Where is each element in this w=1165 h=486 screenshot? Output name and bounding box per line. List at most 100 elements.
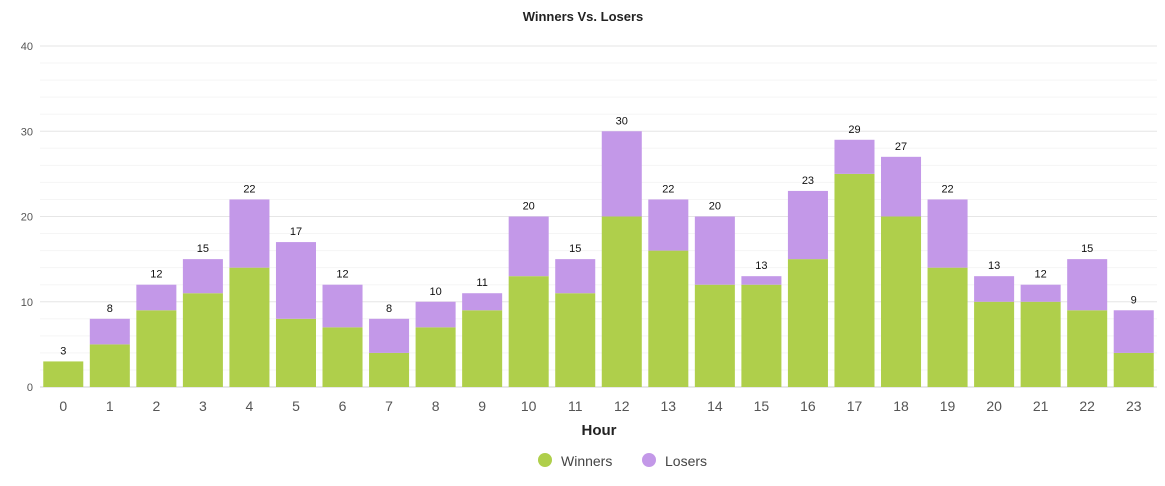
bar-winners-1[interactable] [89,344,130,387]
bar-losers-14[interactable] [694,216,735,285]
bar-winners-9[interactable] [462,310,503,387]
bar-winners-20[interactable] [974,301,1015,387]
y-tick-label: 0 [27,382,33,394]
data-label-total-3: 15 [197,243,209,255]
x-tick-label: 3 [199,398,207,414]
bar-winners-3[interactable] [182,293,223,387]
bar-losers-7[interactable] [369,318,410,353]
bar-losers-22[interactable] [1067,259,1108,311]
bar-losers-19[interactable] [927,199,968,268]
bar-winners-15[interactable] [741,284,782,387]
bar-winners-23[interactable] [1113,352,1154,387]
data-label-total-5: 17 [290,226,302,238]
legend-item-losers[interactable]: Losers [642,453,707,469]
bar-losers-6[interactable] [322,284,363,328]
x-tick-label: 9 [478,398,486,414]
x-tick-label: 23 [1126,398,1142,414]
x-tick-label: 2 [152,398,160,414]
legend-item-winners[interactable]: Winners [538,453,612,469]
x-axis: 0 1 2 3 4 5 6 7 8 9 10 11 12 13 14 15 16 17 18 19 20 21 22 23 [59,398,1141,414]
x-tick-label: 7 [385,398,393,414]
y-tick-label: 30 [21,126,33,138]
x-tick-label: 20 [986,398,1002,414]
bar-losers-10[interactable] [508,216,549,277]
bar-losers-21[interactable] [1020,284,1061,302]
y-axis: 0 10 20 30 40 [21,41,33,394]
bar-losers-2[interactable] [136,284,177,311]
x-axis-title: Hour [582,422,617,439]
data-label-total-8: 10 [429,286,441,298]
x-tick-label: 18 [893,398,909,414]
x-tick-label: 8 [432,398,440,414]
bar-winners-19[interactable] [927,267,968,387]
bar-winners-0[interactable] [43,361,84,387]
bar-losers-3[interactable] [182,259,223,294]
chart-title: Winners Vs. Losers [523,9,644,24]
data-label-total-15: 13 [755,260,767,272]
bar-losers-8[interactable] [415,301,456,328]
x-tick-label: 17 [847,398,863,414]
data-label-total-7: 8 [386,303,392,315]
data-label-total-1: 8 [107,303,113,315]
data-label-total-23: 9 [1131,294,1137,306]
x-tick-label: 12 [614,398,630,414]
bar-winners-8[interactable] [415,327,456,387]
bar-winners-7[interactable] [369,352,410,387]
data-label-total-21: 12 [1035,269,1047,281]
data-label-total-17: 29 [848,124,860,136]
bar-winners-18[interactable] [881,216,922,388]
x-tick-label: 5 [292,398,300,414]
bar-winners-4[interactable] [229,267,270,387]
x-tick-label: 14 [707,398,723,414]
x-tick-label: 4 [246,398,254,414]
bar-losers-4[interactable] [229,199,270,268]
y-tick-label: 10 [21,297,33,309]
legend-label-losers: Losers [665,453,707,469]
bar-losers-16[interactable] [787,190,828,260]
bar-losers-23[interactable] [1113,310,1154,353]
bar-winners-6[interactable] [322,327,363,387]
bar-losers-17[interactable] [834,139,875,174]
x-tick-label: 6 [339,398,347,414]
bars [43,131,1154,388]
bar-losers-11[interactable] [555,259,596,294]
bar-winners-5[interactable] [275,318,316,387]
legend: Winners Losers [538,453,707,469]
data-labels: 3 8 12 15 22 17 12 8 10 11 20 15 30 22 20 13 23 29 27 22 13 1… [60,115,1137,357]
bar-winners-17[interactable] [834,173,875,387]
data-label-total-12: 30 [616,115,628,127]
data-label-total-22: 15 [1081,243,1093,255]
bar-losers-18[interactable] [881,156,922,217]
bar-winners-10[interactable] [508,276,549,387]
bar-losers-15[interactable] [741,276,782,285]
bar-winners-11[interactable] [555,293,596,387]
data-label-total-18: 27 [895,141,907,153]
grid-lines [40,45,1157,388]
bar-winners-12[interactable] [601,216,642,388]
bar-losers-5[interactable] [275,242,316,319]
x-tick-label: 16 [800,398,816,414]
bar-winners-22[interactable] [1067,310,1108,387]
bar-winners-16[interactable] [787,259,828,387]
data-label-total-4: 22 [243,183,255,195]
x-tick-label: 21 [1033,398,1049,414]
legend-marker-losers [642,453,656,467]
bar-losers-1[interactable] [89,318,130,345]
bar-winners-13[interactable] [648,250,689,387]
bar-losers-13[interactable] [648,199,689,251]
data-label-total-20: 13 [988,260,1000,272]
x-tick-label: 1 [106,398,114,414]
data-label-total-16: 23 [802,175,814,187]
data-label-total-14: 20 [709,201,721,213]
bar-losers-9[interactable] [462,293,503,311]
data-label-total-11: 15 [569,243,581,255]
bar-losers-20[interactable] [974,276,1015,302]
bar-losers-12[interactable] [601,131,642,217]
bar-winners-21[interactable] [1020,301,1061,387]
data-label-total-13: 22 [662,183,674,195]
bar-winners-2[interactable] [136,310,177,387]
data-label-total-19: 22 [941,183,953,195]
bar-winners-14[interactable] [694,284,735,387]
x-tick-label: 10 [521,398,537,414]
